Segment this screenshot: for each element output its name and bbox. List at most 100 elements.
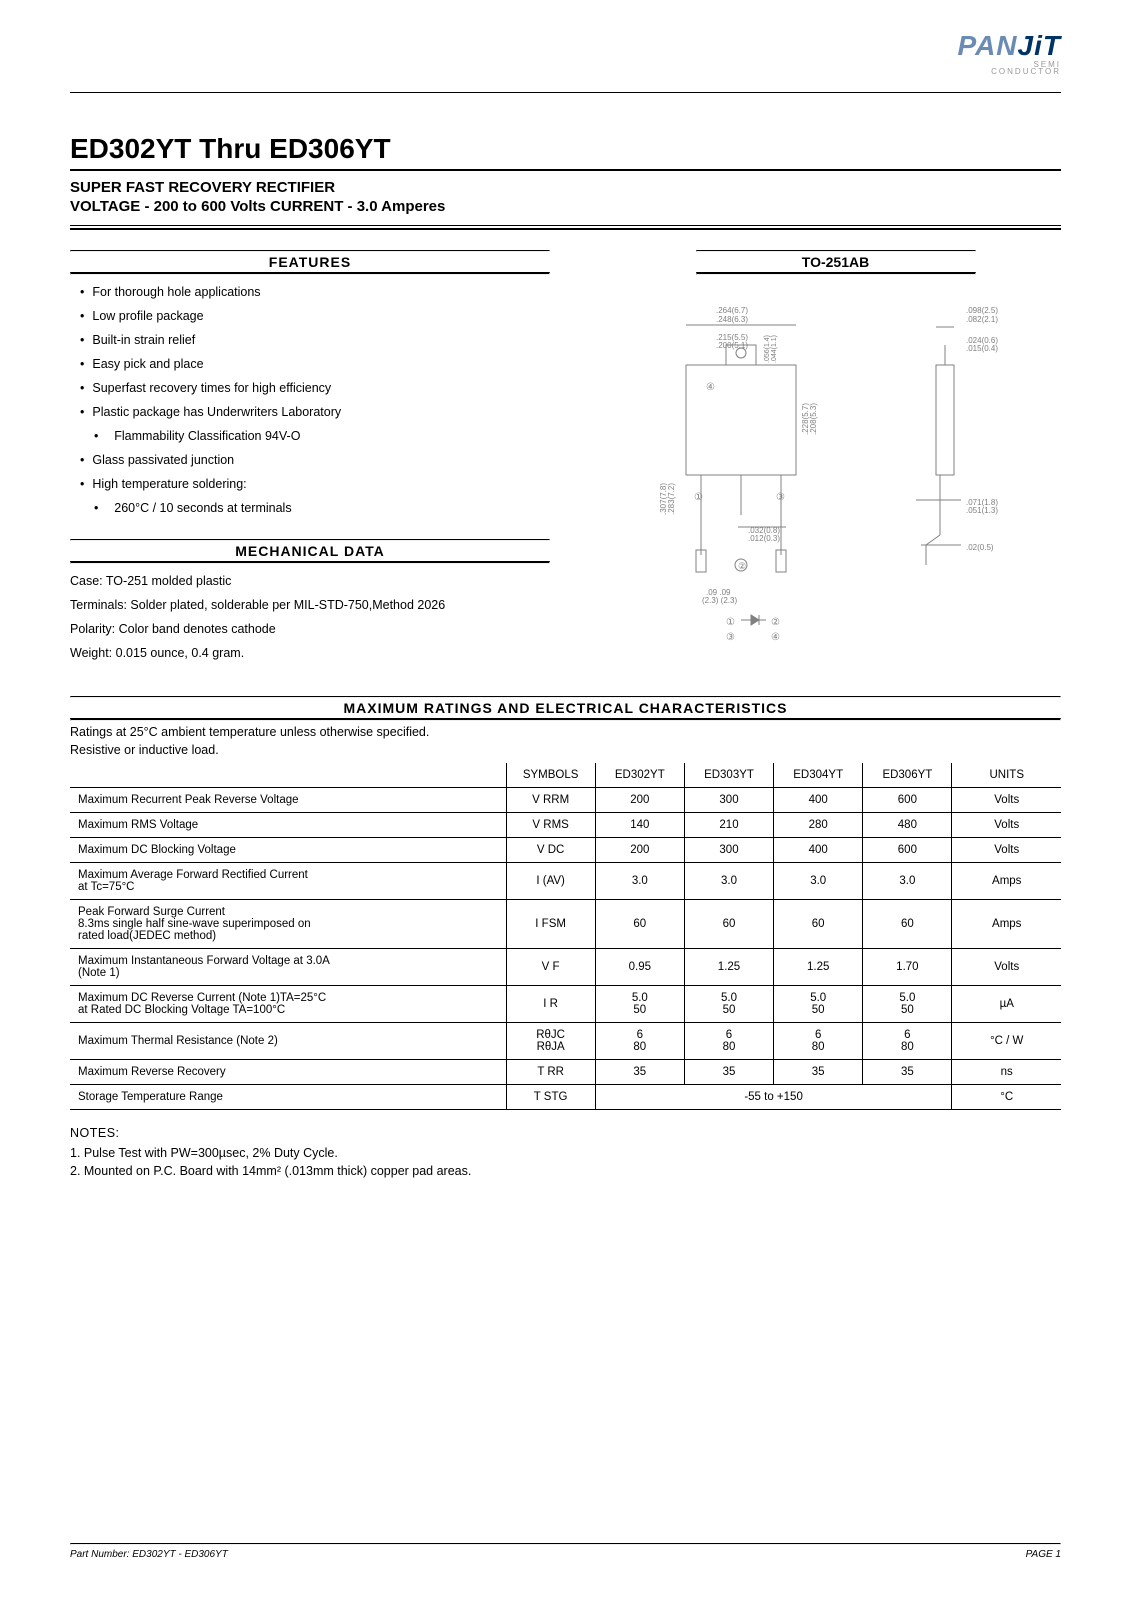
ratings-symbol: V DC (506, 838, 595, 863)
logo-right: JiT (1018, 30, 1061, 61)
ratings-symbol: I (AV) (506, 863, 595, 900)
mechanical-line: Weight: 0.015 ounce, 0.4 gram. (70, 646, 550, 660)
ratings-row: Maximum DC Blocking VoltageV DC200300400… (70, 838, 1061, 863)
svg-text:.012(0.3): .012(0.3) (748, 534, 780, 543)
rule (70, 169, 1061, 171)
ratings-param: Maximum RMS Voltage (70, 813, 506, 838)
svg-text:②: ② (771, 617, 780, 628)
ratings-heading: MAXIMUM RATINGS AND ELECTRICAL CHARACTER… (70, 700, 1061, 716)
ratings-value: 35 (684, 1060, 773, 1085)
notes-heading: NOTES: (70, 1126, 1061, 1140)
ratings-unit: ns (952, 1060, 1061, 1085)
ratings-value: 680 (684, 1023, 773, 1060)
rule (70, 228, 1061, 230)
svg-text:.200(5.1): .200(5.1) (716, 341, 748, 350)
svg-text:③: ③ (726, 632, 735, 643)
svg-text:①: ① (726, 617, 735, 628)
rule (70, 92, 1061, 93)
features-section: FEATURES For thorough hole applicationsL… (70, 250, 550, 515)
ratings-value: 300 (684, 788, 773, 813)
ratings-value: 5.050 (684, 986, 773, 1023)
package-diagram: ④ ① ③ ② .264(6.7) .248(6.3) .215(5.5) .2… (626, 295, 1046, 655)
ratings-value: 480 (863, 813, 952, 838)
svg-text:③: ③ (776, 492, 785, 503)
ratings-value: 5.050 (863, 986, 952, 1023)
mechanical-heading: MECHANICAL DATA (70, 543, 550, 559)
ratings-param: Maximum Average Forward Rectified Curren… (70, 863, 506, 900)
ratings-row: Peak Forward Surge Current8.3ms single h… (70, 900, 1061, 949)
package-label: TO-251AB (696, 254, 976, 270)
ratings-value: 1.25 (684, 949, 773, 986)
feature-item: Low profile package (80, 309, 550, 323)
svg-text:.248(6.3): .248(6.3) (716, 315, 748, 324)
ratings-symbol: V RRM (506, 788, 595, 813)
ratings-col-header (70, 763, 506, 788)
feature-item: For thorough hole applications (80, 285, 550, 299)
logo-sub2: CONDUCTOR (957, 67, 1061, 76)
ratings-col-header: SYMBOLS (506, 763, 595, 788)
logo-left: PAN (957, 30, 1017, 61)
ratings-symbol: RθJCRθJA (506, 1023, 595, 1060)
rule (70, 718, 1061, 721)
mechanical-line: Terminals: Solder plated, solderable per… (70, 598, 550, 612)
brand-logo: PANJiT SEMI CONDUCTOR (957, 30, 1061, 76)
ratings-value: 680 (863, 1023, 952, 1060)
ratings-header-row: SYMBOLSED302YTED303YTED304YTED306YTUNITS (70, 763, 1061, 788)
subtitle-1: SUPER FAST RECOVERY RECTIFIER (70, 179, 1061, 196)
ratings-param: Maximum Reverse Recovery (70, 1060, 506, 1085)
ratings-value: 60 (684, 900, 773, 949)
ratings-value: 1.70 (863, 949, 952, 986)
ratings-symbol: I R (506, 986, 595, 1023)
svg-text:①: ① (694, 492, 703, 503)
ratings-value: 200 (595, 838, 684, 863)
rule (70, 1543, 1061, 1545)
svg-text:.082(2.1): .082(2.1) (966, 315, 998, 324)
ratings-value: 210 (684, 813, 773, 838)
feature-item: Glass passivated junction (80, 453, 550, 467)
ratings-value: 280 (774, 813, 863, 838)
ratings-unit: Amps (952, 900, 1061, 949)
ratings-symbol: T STG (506, 1085, 595, 1110)
package-label-box: TO-251AB (696, 250, 976, 275)
svg-text:.098(2.5): .098(2.5) (966, 306, 998, 315)
svg-text:.283(7.2): .283(7.2) (667, 483, 676, 515)
ratings-value: 400 (774, 838, 863, 863)
feature-item: High temperature soldering: (80, 477, 550, 491)
footer-right: PAGE 1 (1026, 1549, 1061, 1560)
ratings-symbol: V F (506, 949, 595, 986)
svg-text:.015(0.4): .015(0.4) (966, 344, 998, 353)
ratings-col-header: ED304YT (774, 763, 863, 788)
ratings-value: 680 (595, 1023, 684, 1060)
ratings-unit: Volts (952, 788, 1061, 813)
footer-left: Part Number: ED302YT - ED306YT (70, 1549, 228, 1560)
ratings-param: Peak Forward Surge Current8.3ms single h… (70, 900, 506, 949)
ratings-value: -55 to +150 (595, 1085, 952, 1110)
ratings-row: Storage Temperature RangeT STG-55 to +15… (70, 1085, 1061, 1110)
feature-item: • Flammability Classification 94V-O (80, 429, 550, 443)
ratings-unit: µA (952, 986, 1061, 1023)
ratings-value: 5.050 (595, 986, 684, 1023)
ratings-value: 3.0 (684, 863, 773, 900)
ratings-unit: °C (952, 1085, 1061, 1110)
features-list: For thorough hole applications Low profil… (70, 285, 550, 515)
svg-text:.044(1.1): .044(1.1) (771, 335, 778, 363)
ratings-value: 3.0 (863, 863, 952, 900)
ratings-value: 200 (595, 788, 684, 813)
rule (70, 225, 1061, 226)
ratings-symbol: I FSM (506, 900, 595, 949)
ratings-value: 35 (863, 1060, 952, 1085)
svg-text:.208(5.3): .208(5.3) (809, 403, 818, 435)
ratings-param: Maximum DC Reverse Current (Note 1)TA=25… (70, 986, 506, 1023)
svg-text:.056(1.4): .056(1.4) (764, 335, 771, 363)
ratings-value: 35 (774, 1060, 863, 1085)
ratings-value: 0.95 (595, 949, 684, 986)
ratings-section: MAXIMUM RATINGS AND ELECTRICAL CHARACTER… (70, 696, 1061, 1110)
ratings-row: Maximum Recurrent Peak Reverse VoltageV … (70, 788, 1061, 813)
ratings-row: Maximum Average Forward Rectified Curren… (70, 863, 1061, 900)
svg-text:.02(0.5): .02(0.5) (966, 543, 994, 552)
rule (696, 250, 976, 252)
ratings-col-header: ED303YT (684, 763, 773, 788)
mechanical-line: Polarity: Color band denotes cathode (70, 622, 550, 636)
notes-section: NOTES: 1. Pulse Test with PW=300µsec, 2%… (70, 1126, 1061, 1178)
ratings-table: SYMBOLSED302YTED303YTED304YTED306YTUNITS… (70, 763, 1061, 1110)
